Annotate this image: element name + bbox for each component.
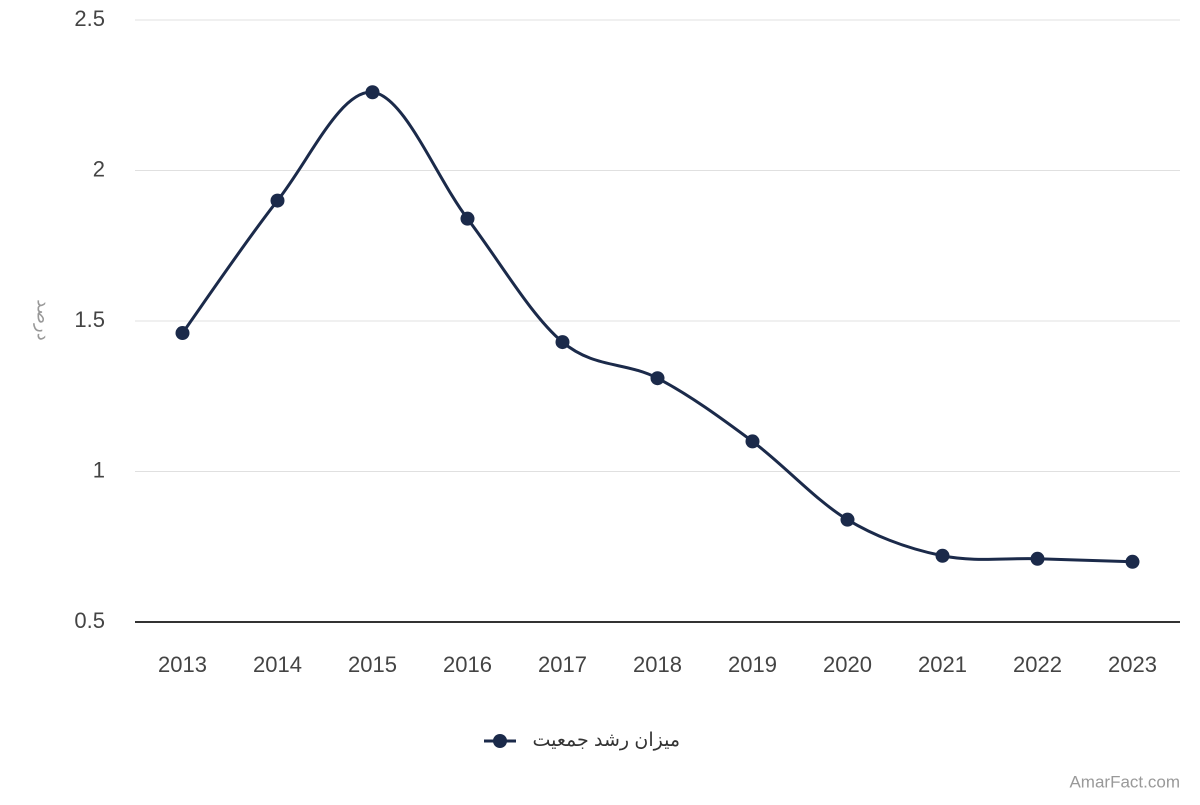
x-tick-label: 2021 bbox=[918, 652, 967, 677]
y-tick-label: 1 bbox=[93, 457, 105, 482]
point bbox=[840, 512, 855, 527]
y-tick-label: 1.5 bbox=[74, 307, 105, 332]
x-tick-label: 2018 bbox=[633, 652, 682, 677]
y-tick-label: 0.5 bbox=[74, 608, 105, 633]
point bbox=[1125, 554, 1140, 569]
point bbox=[555, 335, 570, 350]
y-tick-label: 2.5 bbox=[74, 6, 105, 31]
x-tick-label: 2016 bbox=[443, 652, 492, 677]
x-tick-label: 2022 bbox=[1013, 652, 1062, 677]
point bbox=[175, 326, 190, 341]
y-tick-label: 2 bbox=[93, 156, 105, 181]
x-tick-label: 2015 bbox=[348, 652, 397, 677]
x-tick-label: 2017 bbox=[538, 652, 587, 677]
point bbox=[935, 548, 950, 563]
y-axis-label: درصد bbox=[33, 299, 53, 340]
point bbox=[270, 193, 285, 208]
x-tick-label: 2023 bbox=[1108, 652, 1157, 677]
x-tick-label: 2019 bbox=[728, 652, 777, 677]
x-tick-label: 2014 bbox=[253, 652, 302, 677]
legend-marker bbox=[493, 734, 507, 748]
legend-label: میزان رشد جمعیت bbox=[532, 730, 680, 751]
point bbox=[650, 371, 665, 386]
point bbox=[745, 434, 760, 449]
x-tick-label: 2013 bbox=[158, 652, 207, 677]
x-tick-label: 2020 bbox=[823, 652, 872, 677]
point bbox=[460, 211, 475, 226]
point bbox=[365, 85, 380, 100]
point bbox=[1030, 551, 1045, 566]
watermark: AmarFact.com bbox=[1069, 772, 1180, 791]
line bbox=[181, 90, 1133, 564]
